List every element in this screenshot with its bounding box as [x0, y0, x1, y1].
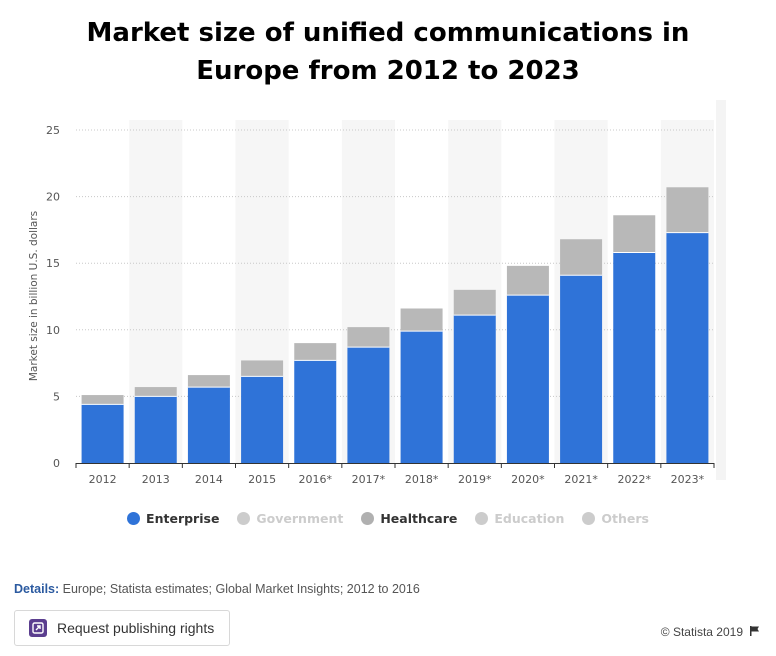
legend-label: Healthcare	[380, 511, 458, 526]
y-tick-label: 25	[46, 124, 60, 137]
request-button-label: Request publishing rights	[57, 620, 215, 636]
y-tick-label: 15	[46, 257, 60, 270]
bar-enterprise[interactable]	[613, 252, 656, 463]
y-tick-label: 20	[46, 191, 60, 204]
x-tick-label: 2019*	[458, 473, 492, 486]
y-tick-label: 5	[53, 390, 60, 403]
scrollbar-track[interactable]	[716, 100, 726, 480]
flag-icon[interactable]	[749, 625, 760, 639]
chart-title-line-1: Market size of unified communications in	[86, 18, 690, 48]
legend-swatch	[361, 512, 375, 525]
legend-swatch	[127, 512, 141, 525]
bar-healthcare[interactable]	[187, 375, 230, 388]
bar-healthcare[interactable]	[613, 215, 656, 253]
bar-healthcare[interactable]	[241, 360, 284, 377]
legend-swatch	[237, 512, 251, 525]
bar-healthcare[interactable]	[453, 289, 496, 316]
x-tick-label: 2023*	[671, 473, 705, 486]
legend-swatch	[582, 512, 596, 525]
details-text: Europe; Statista estimates; Global Marke…	[59, 582, 420, 596]
x-tick-label: 2016*	[299, 473, 333, 486]
legend-label: Others	[601, 511, 649, 526]
request-publishing-rights-button[interactable]: Request publishing rights	[14, 610, 230, 646]
bar-healthcare[interactable]	[134, 387, 177, 397]
x-tick-label: 2013	[142, 473, 170, 486]
bar-enterprise[interactable]	[241, 376, 284, 463]
legend-label: Enterprise	[146, 511, 220, 526]
legend-item-healthcare[interactable]: Healthcare	[361, 511, 457, 526]
bar-enterprise[interactable]	[81, 404, 124, 463]
bar-enterprise[interactable]	[187, 387, 230, 463]
bar-healthcare[interactable]	[400, 308, 443, 332]
bar-enterprise[interactable]	[134, 396, 177, 463]
bar-healthcare[interactable]	[666, 187, 709, 233]
legend-item-government[interactable]: Government	[237, 511, 343, 526]
bar-chart: 2012 2013 2014 2015 2016* 2017* 2018* 2019* 2020…	[28, 124, 715, 486]
copyright: © Statista 2019	[661, 625, 760, 639]
bar-healthcare[interactable]	[506, 265, 549, 296]
bar-enterprise[interactable]	[506, 295, 549, 463]
x-tick-label: 2014	[195, 473, 223, 486]
legend-label: Government	[256, 511, 344, 526]
legend-item-education[interactable]: Education	[475, 511, 564, 526]
bar-healthcare[interactable]	[560, 239, 603, 276]
y-tick-label: 10	[46, 324, 60, 337]
legend-item-enterprise[interactable]: Enterprise	[127, 511, 219, 526]
legend-label: Education	[494, 511, 565, 526]
bar-healthcare[interactable]	[294, 343, 337, 361]
x-tick-label: 2020*	[511, 473, 545, 486]
bar-enterprise[interactable]	[294, 360, 337, 463]
x-tick-label: 2015	[248, 473, 276, 486]
chart-title-line-2: Europe from 2012 to 2023	[196, 56, 580, 86]
bar-enterprise[interactable]	[347, 347, 390, 463]
bar-enterprise[interactable]	[560, 275, 603, 463]
copyright-text[interactable]: © Statista 2019	[660, 625, 743, 639]
chart-title: Market size of unified communications in…	[40, 14, 736, 90]
y-tick-label: 0	[53, 457, 60, 470]
x-tick-label: 2018*	[405, 473, 439, 486]
x-tick-label: 2017*	[352, 473, 386, 486]
x-tick-label: 2021*	[564, 473, 598, 486]
legend-swatch	[475, 512, 489, 525]
bar-healthcare[interactable]	[347, 327, 390, 348]
bar-enterprise[interactable]	[666, 232, 709, 463]
chart-legend: Enterprise Government Healthcare Education O…	[0, 511, 776, 526]
bar-healthcare[interactable]	[81, 395, 124, 405]
x-tick-label: 2012	[89, 473, 117, 486]
publishing-icon	[29, 619, 47, 637]
details-line: Details: Europe; Statista estimates; Glo…	[14, 582, 420, 596]
y-axis-label: Market size in billion U.S. dollars	[28, 211, 40, 381]
bar-enterprise[interactable]	[453, 315, 496, 463]
details-label[interactable]: Details:	[14, 582, 60, 596]
bar-enterprise[interactable]	[400, 331, 443, 463]
x-tick-label: 2022*	[618, 473, 652, 486]
legend-item-others[interactable]: Others	[582, 511, 649, 526]
